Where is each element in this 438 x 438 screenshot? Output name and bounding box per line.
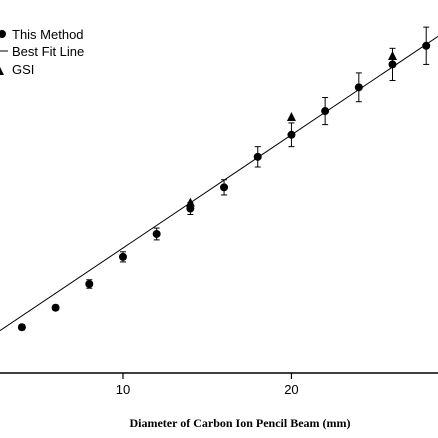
data-point-gsi-2 — [388, 50, 398, 60]
x-tick-label-20: 20 — [284, 382, 298, 397]
legend-marker-this-method — [0, 30, 6, 38]
best-fit-line — [0, 36, 438, 332]
x-tick-label-10: 10 — [116, 382, 130, 397]
data-point-this-method-8 — [287, 130, 296, 139]
data-point-gsi-0 — [185, 197, 195, 207]
data-point-this-method-11 — [388, 60, 397, 69]
tick-layer: 10 20 — [116, 373, 299, 397]
legend: This Method Best Fit Line GSI — [0, 27, 84, 77]
x-axis-label: Diameter of Carbon Ion Pencil Beam (mm) — [129, 416, 350, 430]
legend-label-this-method: This Method — [12, 27, 84, 42]
data-point-this-method-0 — [17, 323, 26, 332]
legend-label-best-fit-line: Best Fit Line — [12, 44, 84, 59]
data-point-this-method-9 — [321, 107, 330, 116]
legend-marker-gsi — [0, 67, 4, 75]
marker-layer — [17, 41, 431, 332]
data-point-this-method-10 — [354, 83, 363, 92]
data-point-this-method-1 — [51, 303, 60, 312]
data-point-this-method-7 — [253, 152, 262, 161]
data-point-this-method-2 — [85, 279, 94, 288]
legend-label-gsi: GSI — [12, 62, 34, 77]
data-point-this-method-3 — [118, 252, 127, 261]
error-bar-layer — [18, 26, 430, 331]
data-point-this-method-6 — [220, 183, 229, 192]
data-point-gsi-1 — [286, 111, 296, 121]
data-point-this-method-4 — [152, 229, 161, 238]
fit-line-layer — [0, 36, 438, 332]
data-point-this-method-12 — [422, 41, 431, 50]
